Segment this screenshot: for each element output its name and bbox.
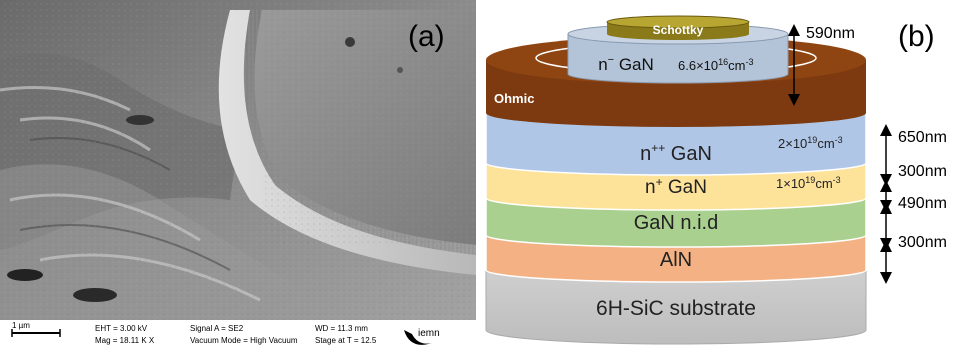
n-plus-plus-gan-label: n++ GaN	[640, 141, 712, 165]
sem-info-bar	[0, 320, 476, 351]
wd-readout: WD = 11.3 mm	[315, 324, 368, 333]
thickness-650-label: 650nm	[898, 129, 947, 146]
layer-gan-nid: GaN n.i.d	[485, 197, 867, 248]
n-minus-doping: 6.6×1016cm-3	[678, 57, 754, 73]
layer-stack-panel: 6H-SiC substrate AlN GaN n.i.d n+ GaN 1×…	[476, 0, 962, 351]
panel-label-a: (a)	[408, 20, 445, 53]
thickness-490-label: 490nm	[898, 195, 947, 212]
surface-particle	[345, 37, 355, 47]
layer-schottky: Schottky	[606, 15, 750, 40]
scale-bar-label: 1 µm	[12, 321, 30, 330]
surface-pit	[73, 288, 117, 302]
surface-pit	[7, 269, 43, 281]
thickness-300-top-label: 300nm	[898, 163, 947, 180]
gan-nid-label: GaN n.i.d	[634, 212, 718, 234]
iemn-logo: iemn	[404, 328, 440, 345]
n-minus-gan-label: n− GaN	[598, 54, 654, 74]
eht-readout: EHT = 3.00 kV	[95, 324, 148, 333]
vacuum-readout: Vacuum Mode = High Vacuum	[190, 336, 298, 345]
aln-label: AlN	[660, 249, 692, 271]
stage-readout: Stage at T = 12.5	[315, 336, 377, 345]
mag-readout: Mag = 18.11 K X	[95, 336, 155, 345]
layer-aln: AlN	[485, 234, 867, 283]
ohmic-label: Ohmic	[494, 91, 534, 106]
surface-pit	[126, 115, 154, 125]
layer-n-plus-gan: n+ GaN 1×1019cm-3	[485, 162, 867, 211]
sem-micrograph: 1 µm EHT = 3.00 kV Mag = 18.11 K X Signa…	[0, 0, 476, 351]
layer-n-plus-plus-gan: n++ GaN 2×1019cm-3	[485, 112, 867, 176]
thickness-300-bottom-label: 300nm	[898, 234, 947, 251]
sem-image-panel: 1 µm EHT = 3.00 kV Mag = 18.11 K X Signa…	[0, 0, 476, 351]
substrate-label: 6H-SiC substrate	[596, 297, 756, 320]
n-plus-doping: 1×1019cm-3	[776, 175, 841, 191]
layer-substrate: 6H-SiC substrate	[485, 269, 867, 345]
schottky-label: Schottky	[653, 23, 704, 37]
layer-stack-diagram: 6H-SiC substrate AlN GaN n.i.d n+ GaN 1×…	[485, 15, 947, 345]
signal-readout: Signal A = SE2	[190, 324, 244, 333]
n-plus-plus-doping: 2×1019cm-3	[778, 135, 843, 151]
thickness-590-label: 590nm	[806, 25, 855, 42]
n-plus-gan-label: n+ GaN	[645, 175, 707, 198]
surface-particle	[397, 67, 403, 73]
svg-text:iemn: iemn	[418, 328, 440, 339]
panel-label-b: (b)	[898, 20, 935, 53]
mesa-texture	[262, 10, 476, 245]
